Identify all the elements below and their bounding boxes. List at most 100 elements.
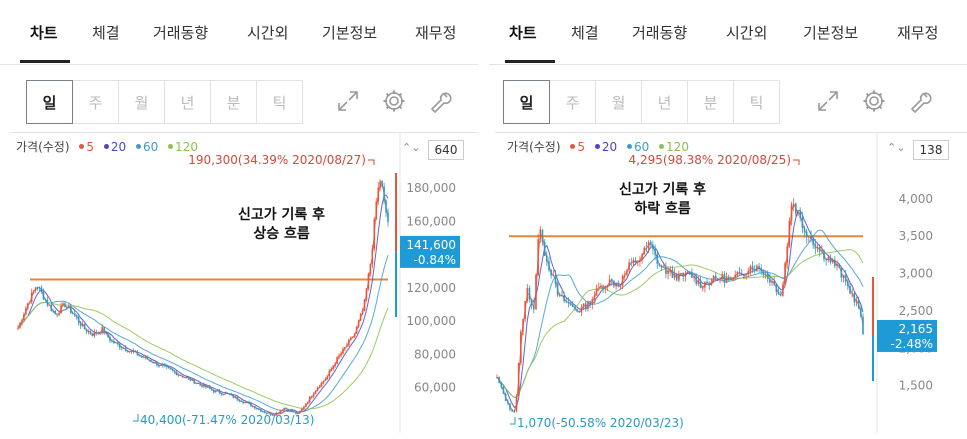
- tab-after-hours[interactable]: 시간외: [247, 24, 289, 42]
- candle-body: [561, 295, 563, 297]
- candle-body: [162, 364, 164, 366]
- legend-ma20: 20: [592, 140, 617, 154]
- candle-body: [287, 408, 289, 411]
- left-stock-panel: 차트 체결 거래동향 시간외 기본정보 재무정 일 주 월 년 분 틱 가격(수…: [0, 0, 478, 439]
- tab-basic-info[interactable]: 기본정보: [322, 24, 378, 42]
- candle-body: [275, 412, 278, 416]
- candle-body: [680, 272, 682, 274]
- candle-body: [353, 333, 356, 338]
- tab-trades[interactable]: 체결: [571, 24, 599, 42]
- candle-body: [387, 212, 389, 222]
- candle-body: [152, 362, 154, 364]
- tab-financials[interactable]: 재무정: [415, 24, 457, 42]
- candle-body: [30, 292, 33, 303]
- candle-body: [556, 283, 559, 296]
- candle-body: [704, 281, 706, 288]
- candle-body: [665, 266, 667, 274]
- current-price-change: -0.84%: [414, 253, 456, 267]
- candle-body: [36, 287, 39, 289]
- gear-icon[interactable]: [861, 88, 887, 114]
- wrench-icon[interactable]: [427, 88, 453, 114]
- candle-body: [73, 313, 76, 316]
- wrench-icon[interactable]: [907, 88, 933, 114]
- candle-body: [336, 357, 338, 364]
- y-tick-label: 120,000: [406, 281, 456, 295]
- candle-body: [342, 348, 344, 354]
- candle-body: [790, 204, 793, 221]
- candle-count[interactable]: 640: [428, 140, 464, 160]
- candle-body: [320, 382, 323, 387]
- candle-body: [686, 271, 689, 273]
- candle-body: [277, 412, 280, 414]
- tab-financials[interactable]: 재무정: [897, 24, 939, 42]
- candle-body: [756, 265, 758, 272]
- tab-after-hours[interactable]: 시간외: [726, 24, 768, 42]
- tab-trading-trend[interactable]: 거래동향: [153, 24, 209, 42]
- candle-body: [652, 244, 654, 249]
- candle-body: [316, 387, 319, 391]
- candle-body: [530, 299, 533, 306]
- candle-body: [293, 411, 295, 413]
- tab-basic-info[interactable]: 기본정보: [803, 24, 859, 42]
- price-chart[interactable]: 가격(수정) 5 20 60 120 ⌃⌄ 640 60,000 80,000 10…: [10, 132, 478, 433]
- period-week-button[interactable]: 주: [72, 80, 119, 124]
- candle-body: [721, 274, 724, 280]
- period-minute-button[interactable]: 분: [687, 80, 734, 124]
- candle-body: [818, 247, 821, 252]
- period-tick-button[interactable]: 틱: [256, 80, 303, 124]
- period-month-button[interactable]: 월: [595, 80, 642, 124]
- candle-body: [209, 386, 211, 389]
- chevron-updown-icon[interactable]: ⌃⌄: [402, 141, 421, 154]
- chevron-updown-icon[interactable]: ⌃⌄: [887, 141, 906, 154]
- gear-icon[interactable]: [381, 88, 407, 114]
- tab-chart[interactable]: 차트: [30, 24, 58, 42]
- period-week-button[interactable]: 주: [549, 80, 596, 124]
- candle-body: [252, 406, 254, 408]
- period-day-button[interactable]: 일: [26, 80, 73, 124]
- candle-body: [310, 396, 313, 398]
- candle-body: [165, 365, 168, 367]
- candle-body: [140, 355, 143, 357]
- candle-body: [99, 332, 102, 334]
- candle-body: [56, 314, 58, 316]
- expand-icon[interactable]: [815, 88, 841, 114]
- candle-body: [786, 246, 789, 264]
- candle-body: [528, 287, 531, 300]
- candle-body: [515, 395, 518, 412]
- period-year-button[interactable]: 년: [164, 80, 211, 124]
- period-tick-button[interactable]: 틱: [733, 80, 780, 124]
- candle-body: [810, 236, 812, 240]
- candle-body: [643, 247, 646, 255]
- expand-icon[interactable]: [335, 88, 361, 114]
- period-minute-button[interactable]: 분: [210, 80, 257, 124]
- candle-body: [173, 370, 176, 373]
- chart-canvas: 60,00080,000100,000120,000140,000160,000…: [17, 133, 460, 433]
- candle-body: [177, 374, 180, 376]
- period-month-button[interactable]: 월: [118, 80, 165, 124]
- tab-trading-trend[interactable]: 거래동향: [632, 24, 688, 42]
- candle-body: [576, 309, 578, 312]
- candle-body: [365, 288, 368, 300]
- candle-body: [753, 269, 756, 272]
- price-chart[interactable]: 가격(수정) 5 20 60 120 ⌃⌄ 138 1,5002,0002,50…: [495, 132, 967, 433]
- tab-trades[interactable]: 체결: [92, 24, 120, 42]
- candle-body: [671, 269, 674, 278]
- legend-ma20: 20: [101, 140, 126, 154]
- candle-body: [675, 273, 678, 281]
- candle-body: [297, 413, 299, 415]
- candle-body: [28, 302, 31, 304]
- candle-count[interactable]: 138: [913, 140, 949, 160]
- candle-body: [678, 273, 680, 281]
- candle-body: [836, 263, 838, 267]
- candle-body: [355, 326, 358, 334]
- candle-body: [855, 300, 858, 303]
- tab-chart[interactable]: 차트: [509, 24, 537, 42]
- candle-body: [597, 287, 600, 289]
- candle-body: [706, 281, 708, 284]
- candle-body: [32, 290, 35, 293]
- candle-body: [207, 386, 209, 388]
- period-year-button[interactable]: 년: [641, 80, 688, 124]
- candle-body: [279, 410, 282, 413]
- period-day-button[interactable]: 일: [503, 80, 550, 124]
- candle-body: [187, 377, 190, 379]
